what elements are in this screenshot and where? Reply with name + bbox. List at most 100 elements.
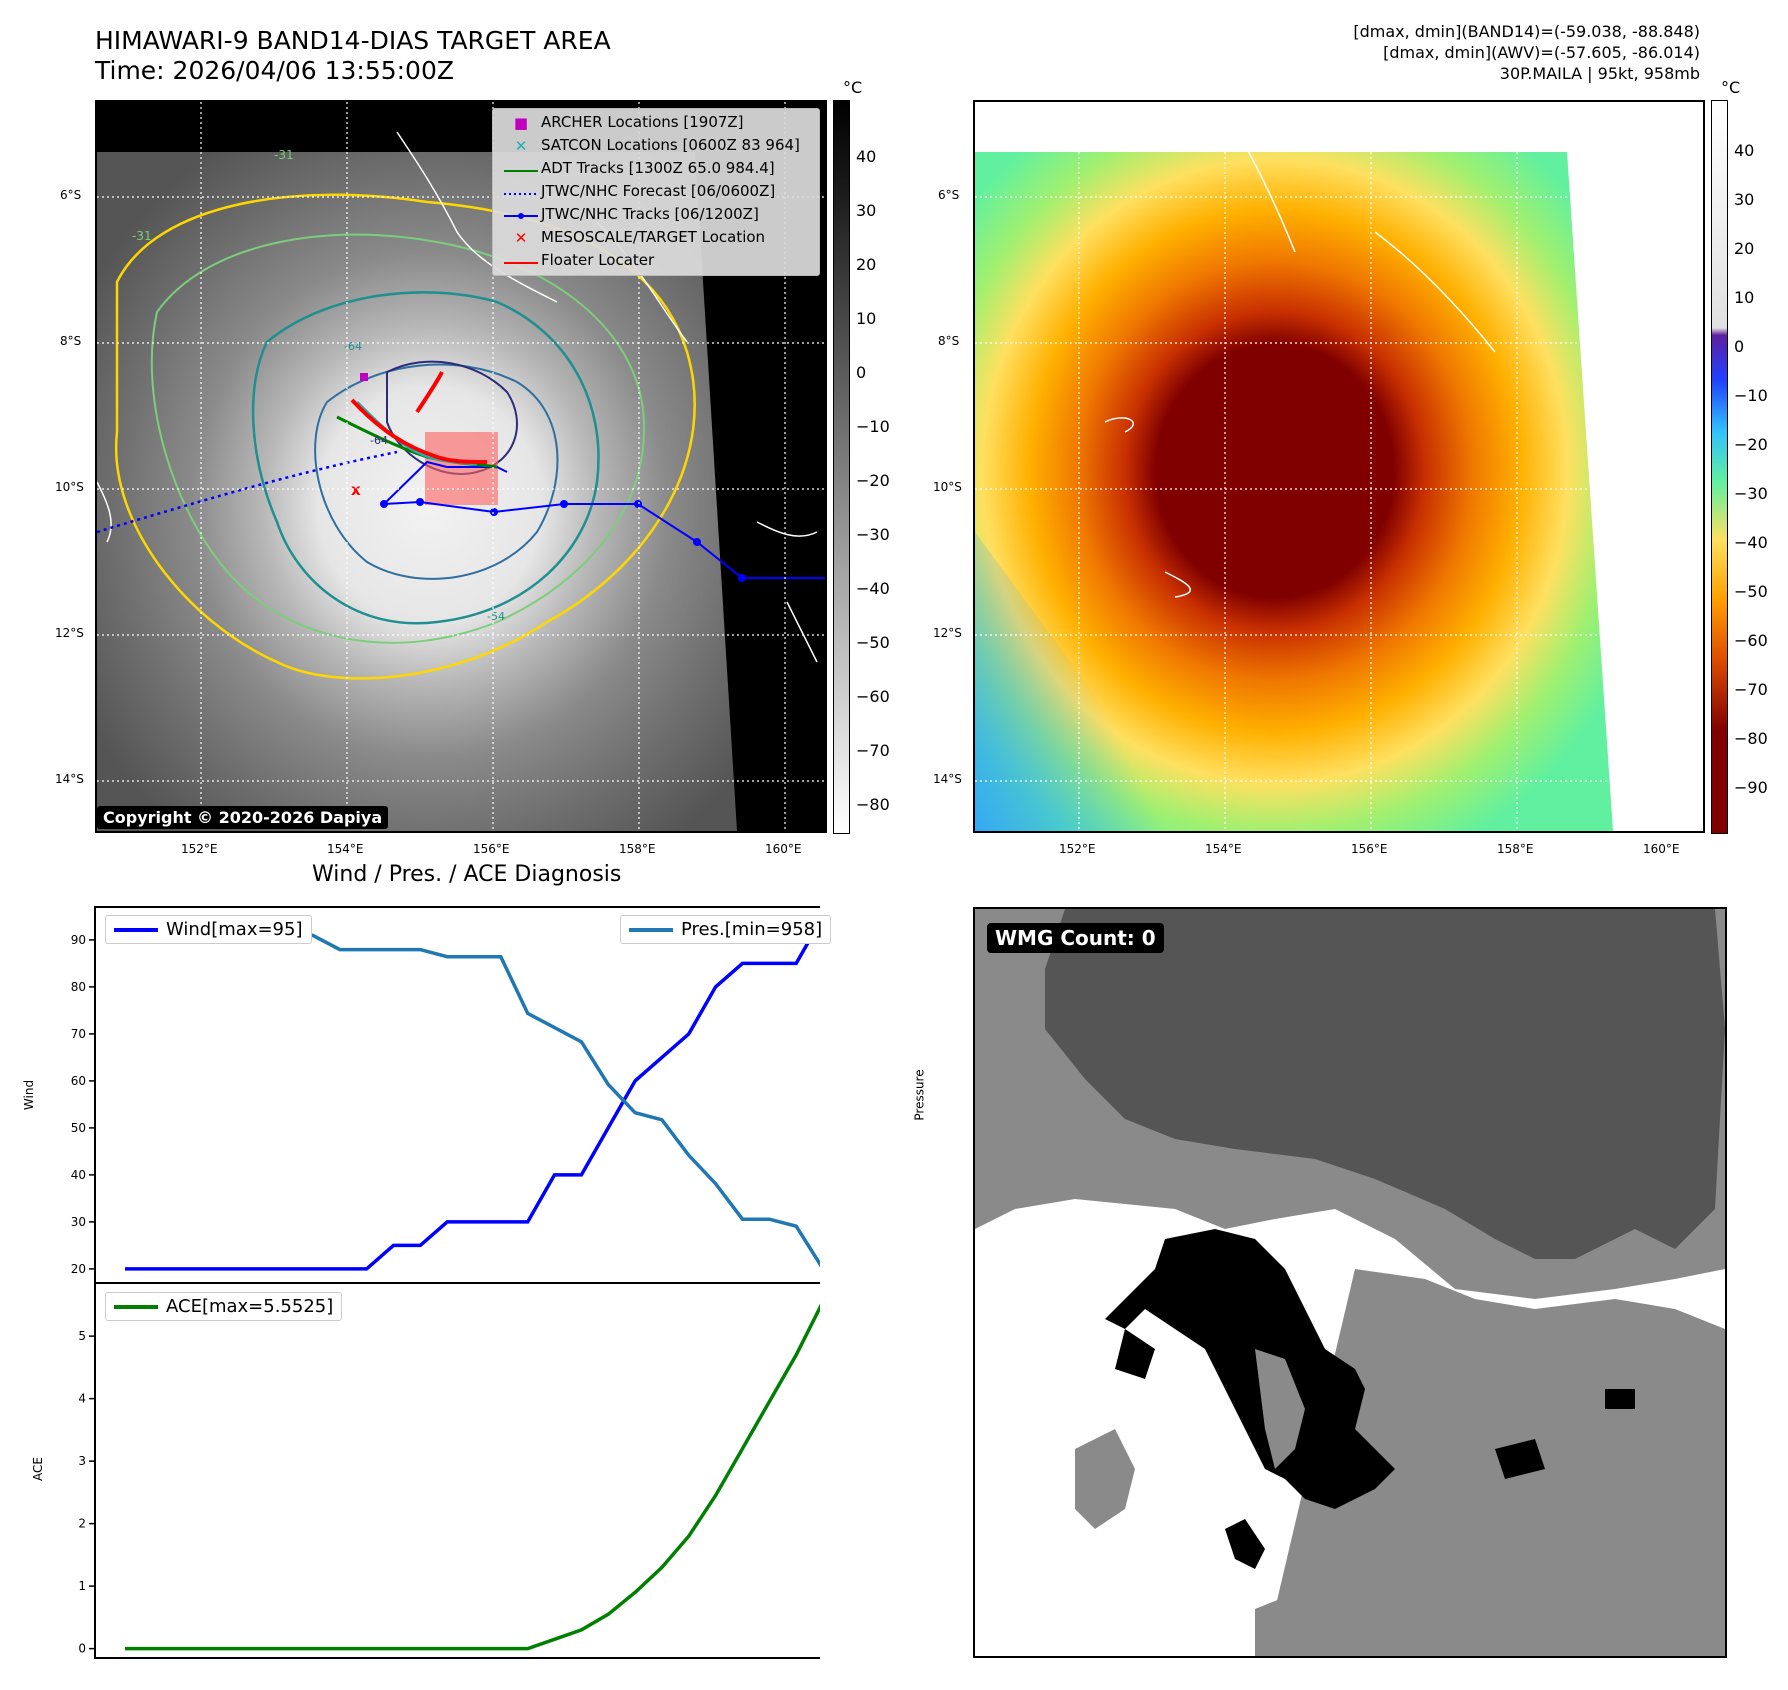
ir-map-panel: x -31 -31 -64 -54 -64 ■ ARCHER Locations … bbox=[95, 100, 827, 833]
legend-forecast: JTWC/NHC Forecast [06/0600Z] bbox=[504, 182, 776, 200]
lat-label: 8°S bbox=[60, 334, 82, 348]
wmg-image bbox=[975, 909, 1725, 1656]
colorbar-unit: °C bbox=[843, 78, 863, 97]
wind-tick-label: 20 bbox=[71, 1262, 86, 1276]
colorbar-tick: −30 bbox=[856, 525, 890, 544]
contour-label-1: -31 bbox=[274, 148, 294, 162]
colorbar-tick: 0 bbox=[1734, 337, 1745, 356]
lat-label: 10°S bbox=[933, 480, 962, 494]
lat-label: 6°S bbox=[60, 188, 82, 202]
info-awv: [dmax, dmin](AWV)=(-57.605, -86.014) bbox=[1383, 43, 1700, 62]
wind-tick-label: 40 bbox=[71, 1168, 86, 1182]
wind-tick-label: 50 bbox=[71, 1121, 86, 1135]
colorbar-tick: −70 bbox=[1734, 680, 1768, 699]
lon-label: 158°E bbox=[619, 842, 656, 856]
ir-map-image: x -31 -31 -64 -54 -64 bbox=[97, 102, 825, 831]
colorbar-tick: 30 bbox=[1734, 190, 1755, 209]
lon-label: 158°E bbox=[1497, 842, 1534, 856]
lat-label: 14°S bbox=[55, 772, 84, 786]
colorbar-tick: 20 bbox=[856, 255, 877, 274]
wind-tick-label: 90 bbox=[71, 933, 86, 947]
map-legend: ■ ARCHER Locations [1907Z] ✕ SATCON Locati… bbox=[492, 108, 820, 276]
colorbar-tick: −70 bbox=[856, 741, 890, 760]
contour-label-5: -64 bbox=[370, 434, 388, 447]
wind-axis-label: Wind bbox=[22, 1079, 37, 1111]
chart-title: HIMAWARI-9 BAND14-DIAS TARGET AREA bbox=[95, 26, 611, 55]
colorbar-tick: −50 bbox=[1734, 582, 1768, 601]
lon-label: 156°E bbox=[473, 842, 510, 856]
legend-floater: Floater Locater bbox=[504, 251, 655, 269]
lon-label: 154°E bbox=[327, 842, 364, 856]
colorbar-tick: −10 bbox=[856, 417, 890, 436]
info-band14: [dmax, dmin](BAND14)=(-59.038, -88.848) bbox=[1353, 22, 1700, 41]
ace-tick-label: 2 bbox=[78, 1517, 86, 1531]
ir-colorbar bbox=[833, 100, 850, 834]
wind-series-line bbox=[125, 918, 820, 1271]
colorbar-tick: 10 bbox=[1734, 288, 1755, 307]
lon-label: 154°E bbox=[1205, 842, 1242, 856]
wind-tick-label: 30 bbox=[71, 1215, 86, 1229]
lat-label: 10°S bbox=[55, 480, 84, 494]
colorbar-tick: 40 bbox=[856, 147, 877, 166]
ace-tick-label: 1 bbox=[78, 1579, 86, 1593]
ace-series-line bbox=[125, 1303, 820, 1651]
ace-tick-label: 0 bbox=[78, 1642, 86, 1656]
lat-label: 12°S bbox=[933, 626, 962, 640]
pressure-series-line bbox=[125, 919, 820, 1268]
colorbar-tick: 20 bbox=[1734, 239, 1755, 258]
legend-archer: ■ ARCHER Locations [1907Z] bbox=[513, 113, 744, 132]
colorbar-tick: 40 bbox=[1734, 141, 1755, 160]
legend-adt: ADT Tracks [1300Z 65.0 984.4] bbox=[504, 159, 775, 177]
enhanced-map-image bbox=[975, 102, 1703, 831]
lon-label: 152°E bbox=[181, 842, 218, 856]
contour-label-2: -31 bbox=[132, 229, 152, 243]
copyright-label: Copyright © 2020-2026 Dapiya bbox=[97, 806, 389, 829]
colorbar-tick: −80 bbox=[856, 795, 890, 814]
legend-tracks: JTWC/NHC Tracks [06/1200Z] bbox=[501, 203, 759, 225]
lon-label: 160°E bbox=[1643, 842, 1680, 856]
colorbar-tick: −50 bbox=[856, 633, 890, 652]
svg-text:x: x bbox=[351, 481, 361, 499]
colorbar-unit: °C bbox=[1721, 78, 1741, 97]
colorbar-tick: 30 bbox=[856, 201, 877, 220]
colorbar-tick: −30 bbox=[1734, 484, 1768, 503]
wind-pres-frame bbox=[94, 906, 820, 1284]
lat-label: 12°S bbox=[55, 626, 84, 640]
pressure-legend: Pres.[min=958] bbox=[620, 915, 832, 944]
ace-tick-label: 5 bbox=[78, 1329, 86, 1343]
colorbar-tick: −90 bbox=[1734, 778, 1768, 797]
lat-label: 8°S bbox=[938, 334, 960, 348]
enhanced-map-panel bbox=[973, 100, 1705, 833]
wind-tick-label: 70 bbox=[71, 1027, 86, 1041]
colorbar-tick: −60 bbox=[856, 687, 890, 706]
wind-tick-label: 60 bbox=[71, 1074, 86, 1088]
lon-label: 152°E bbox=[1059, 842, 1096, 856]
ace-tick-label: 3 bbox=[78, 1454, 86, 1468]
ace-tick-label: 4 bbox=[78, 1392, 86, 1406]
colorbar-tick: −10 bbox=[1734, 386, 1768, 405]
enhanced-colorbar bbox=[1711, 100, 1728, 834]
contour-label-4: -54 bbox=[487, 610, 505, 623]
colorbar-tick: 10 bbox=[856, 309, 877, 328]
wmg-panel: WMG Count: 0 bbox=[973, 907, 1727, 1658]
ace-axis-label: ACE bbox=[30, 1457, 45, 1481]
wmg-count-badge: WMG Count: 0 bbox=[987, 923, 1164, 953]
pressure-axis-label: Pressure bbox=[912, 1069, 927, 1121]
lat-label: 6°S bbox=[938, 188, 960, 202]
colorbar-tick: −40 bbox=[1734, 533, 1768, 552]
lat-label: 14°S bbox=[933, 772, 962, 786]
lon-label: 156°E bbox=[1351, 842, 1388, 856]
info-storm: 30P.MAILA | 95kt, 958mb bbox=[1499, 64, 1700, 83]
colorbar-tick: 0 bbox=[856, 363, 867, 382]
colorbar-tick: −20 bbox=[1734, 435, 1768, 454]
ace-legend: ACE[max=5.5525] bbox=[105, 1292, 343, 1321]
colorbar-tick: −80 bbox=[1734, 729, 1768, 748]
diag-title: Wind / Pres. / ACE Diagnosis bbox=[312, 862, 622, 887]
ace-frame bbox=[94, 1282, 820, 1659]
wind-legend: Wind[max=95] bbox=[105, 915, 312, 944]
colorbar-tick: −60 bbox=[1734, 631, 1768, 650]
colorbar-tick: −20 bbox=[856, 471, 890, 490]
wind-tick-label: 80 bbox=[71, 980, 86, 994]
legend-mesoscale: ✕ MESOSCALE/TARGET Location bbox=[514, 228, 766, 247]
